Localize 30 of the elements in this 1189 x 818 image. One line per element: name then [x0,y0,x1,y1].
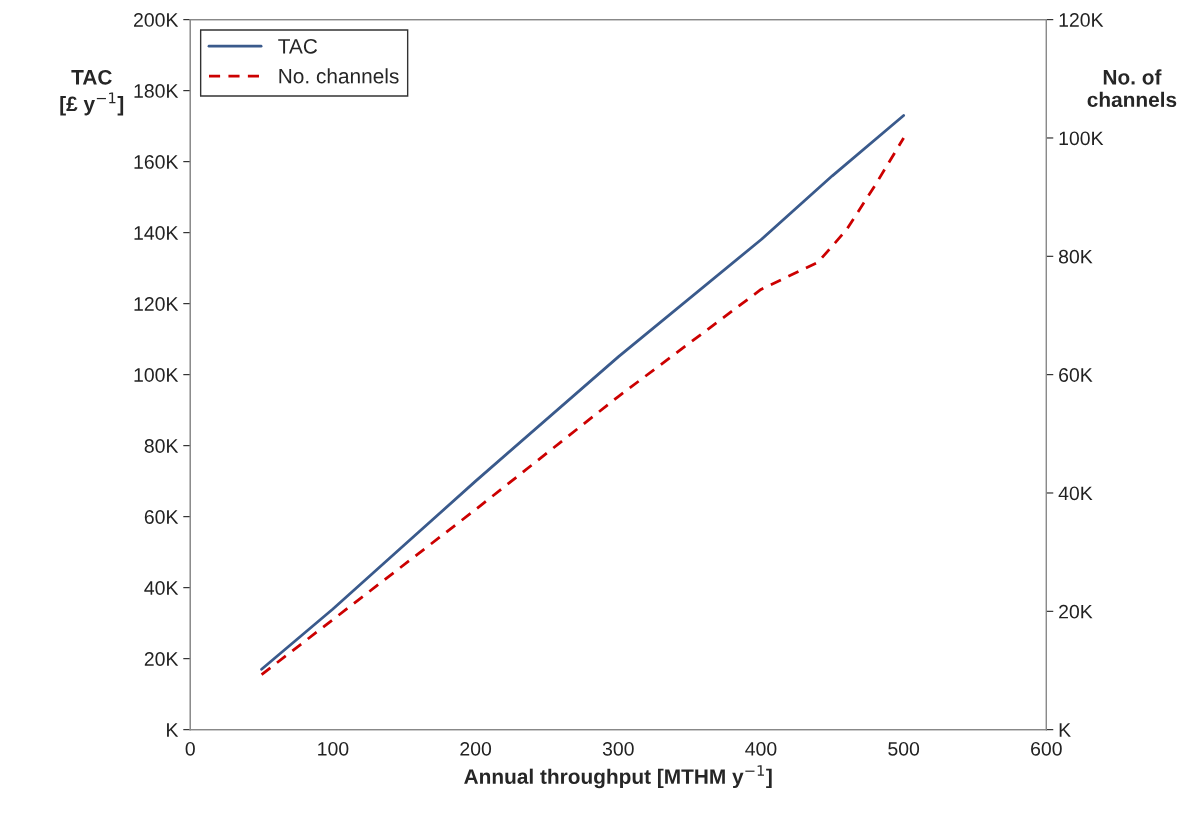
x-tick-label: 500 [888,741,920,756]
x-tick-label: 300 [602,741,634,756]
x-tick-label: 600 [1031,741,1062,756]
y-tick-label: K [167,723,179,737]
legend-label: TAC [278,38,318,54]
y2-tick-label: 40K [1058,486,1093,501]
y-axis-title: TAC [£ y$^{−1}$] [60,69,124,116]
y-tick-label: 160K [134,155,179,169]
y2-tick-label: 60K [1059,368,1093,382]
y-tick-label: 80K [144,439,179,453]
y2-tick-label: 120K [1059,13,1104,27]
y2-axis-title: No. of channels [1087,69,1177,108]
y-tick-label: 140K [134,226,179,240]
x-tick-label: 200 [460,741,492,756]
y-tick-label: 60K [144,510,179,524]
y-tick-label: 180K [134,84,179,98]
y-tick-label: 40K [144,581,179,595]
x-tick-label: 0 [185,741,195,756]
y-tick-label: 200K [134,13,179,27]
y2-tick-label: 100K [1059,131,1104,146]
y-tick-label: 120K [134,297,179,311]
y2-tick-label: 20K [1059,604,1093,619]
y-tick-label: 20K [144,652,179,666]
y-tick-label: 100K [134,368,179,382]
x-tick-label: 100 [318,741,349,756]
x-axis-title: Annual throughput [MTHM y$^{−1}$] [464,765,772,789]
y2-tick-label: K [1059,723,1071,737]
x-tick-label: 400 [745,741,777,756]
legend-label: No. channels [279,68,399,84]
y2-tick-label: 80K [1058,249,1093,264]
